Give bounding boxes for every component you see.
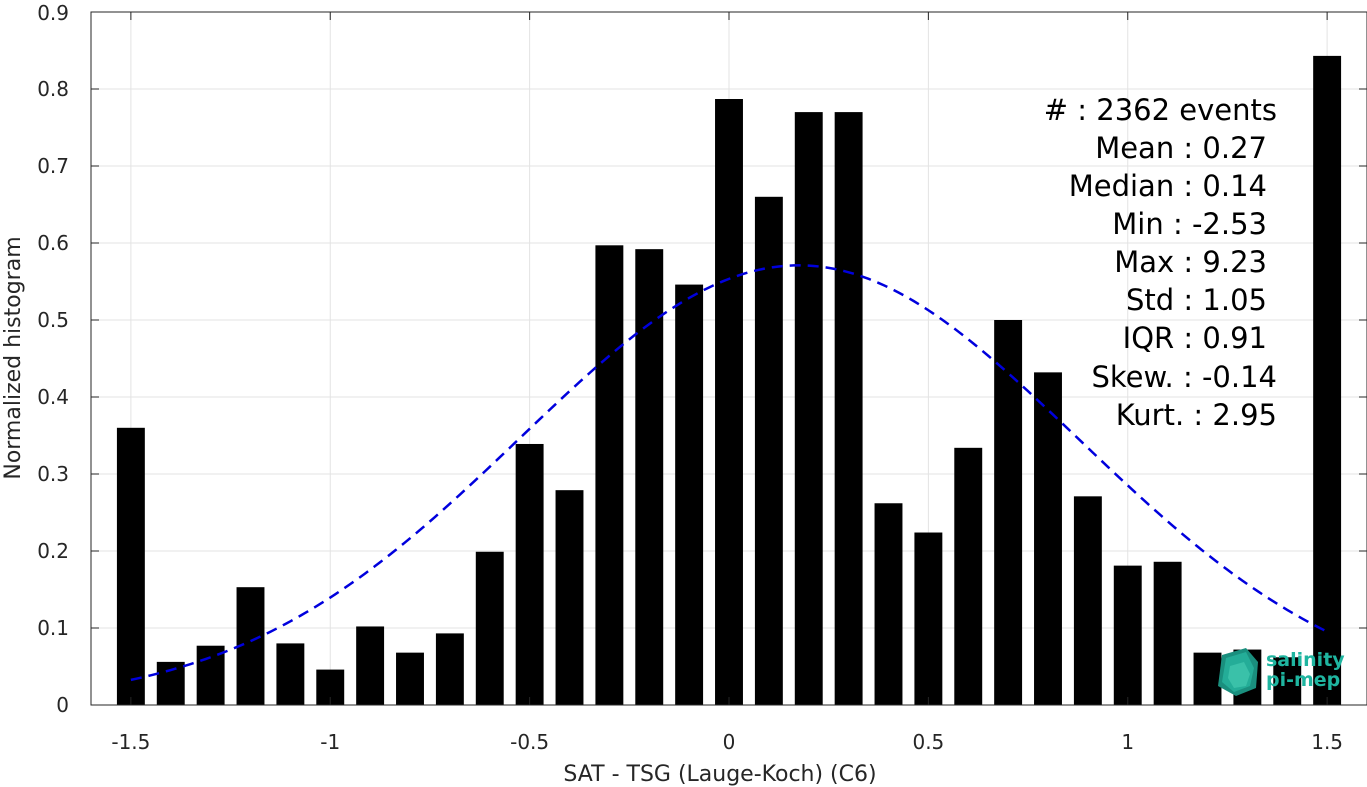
stat-row-0: # : 2362 events [1044, 93, 1277, 127]
x-tick-label-0: -1.5 [111, 730, 150, 754]
salinity-pi-mep-logo: salinity pi-mep [1218, 648, 1345, 696]
x-axis-label: SAT - TSG (Lauge-Koch) (C6) [563, 762, 876, 787]
logo-text-line2: pi-mep [1266, 669, 1340, 691]
histogram-bar-16 [754, 196, 783, 706]
stat-value-5: 1.05 [1202, 283, 1267, 317]
histogram-bar-7 [396, 652, 424, 705]
normal-fit-curve [130, 264, 1328, 682]
stat-label-6: IQR [1123, 321, 1175, 355]
axis-ticks [91, 11, 1367, 706]
histogram-bar-21 [954, 447, 983, 705]
histogram-bars [116, 55, 1342, 706]
histogram-bar-27 [1193, 652, 1222, 705]
y-tick-label-1: 0.1 [37, 616, 69, 640]
y-tick-label-8: 0.8 [37, 77, 69, 101]
stat-separator-5: : [1174, 283, 1202, 317]
stat-value-2: 0.14 [1202, 169, 1267, 203]
histogram-bar-8 [435, 633, 464, 705]
stat-label-0: # [1044, 93, 1068, 127]
stat-separator-2: : [1174, 169, 1202, 203]
y-tick-label-2: 0.2 [37, 539, 69, 563]
stat-row-3: Min : -2.53 [1112, 207, 1267, 241]
y-axis-label: Normalized histogram [1, 236, 26, 479]
stat-row-7: Skew. : -0.14 [1091, 360, 1277, 394]
stat-label-2: Median [1069, 169, 1174, 203]
histogram-bar-17 [794, 112, 823, 706]
y-tick-label-6: 0.6 [37, 231, 69, 255]
histogram-bar-1 [156, 661, 185, 705]
y-tick-label-3: 0.3 [37, 462, 69, 486]
stat-separator-6: : [1174, 321, 1202, 355]
x-tick-labels: -1.5 -1 -0.5 0 0.5 1 1.5 [111, 730, 1343, 754]
stat-value-6: 0.91 [1202, 321, 1267, 355]
x-tick-label-3: 0 [723, 730, 736, 754]
stat-row-5: Std : 1.05 [1126, 283, 1267, 317]
stat-label-8: Kurt. [1116, 398, 1184, 432]
x-tick-label-4: 0.5 [912, 730, 944, 754]
stat-row-4: Max : 9.23 [1114, 245, 1267, 279]
stat-separator-3: : [1164, 207, 1192, 241]
histogram-bar-22 [994, 320, 1023, 705]
histogram-bar-18 [834, 112, 863, 706]
x-tick-label-1: -1 [320, 730, 340, 754]
histogram-bar-0 [116, 427, 145, 705]
stat-row-8: Kurt. : 2.95 [1116, 398, 1277, 432]
histogram-bar-30 [1313, 55, 1342, 705]
stat-value-7: -0.14 [1202, 360, 1277, 394]
y-tick-labels: 0 0.1 0.2 0.3 0.4 0.5 0.6 0.7 0.8 0.9 [37, 1, 69, 717]
stat-row-6: IQR : 0.91 [1123, 321, 1267, 355]
stat-value-0: 2362 events [1096, 93, 1277, 127]
histogram-bar-25 [1113, 565, 1142, 705]
logo-mark-icon [1218, 648, 1258, 696]
stat-separator-8: : [1184, 398, 1212, 432]
y-tick-label-4: 0.4 [37, 385, 69, 409]
histogram-bar-26 [1153, 561, 1182, 705]
histogram-bar-11 [555, 490, 584, 705]
histogram-bar-15 [715, 99, 743, 705]
histogram-bar-9 [475, 551, 504, 705]
stat-separator-1: : [1174, 131, 1202, 165]
stat-separator-7: : [1174, 360, 1202, 394]
histogram-bar-23 [1034, 372, 1062, 705]
logo-text-line1: salinity [1266, 649, 1345, 671]
histogram-bar-6 [356, 626, 385, 705]
stat-label-3: Min [1112, 207, 1163, 241]
stat-row-1: Mean : 0.27 [1095, 131, 1267, 165]
histogram-bar-12 [595, 245, 624, 705]
stat-label-1: Mean [1095, 131, 1174, 165]
y-tick-label-7: 0.7 [37, 154, 69, 178]
x-tick-label-2: -0.5 [510, 730, 549, 754]
histogram-bar-29 [1273, 657, 1302, 705]
x-tick-label-5: 1 [1121, 730, 1134, 754]
stat-value-8: 2.95 [1212, 398, 1277, 432]
stat-row-2: Median : 0.14 [1069, 169, 1267, 203]
histogram-bar-4 [276, 643, 305, 705]
stat-label-5: Std [1126, 283, 1174, 317]
stat-value-4: 9.23 [1202, 245, 1267, 279]
x-tick-label-6: 1.5 [1311, 730, 1343, 754]
stat-value-1: 0.27 [1202, 131, 1267, 165]
y-tick-label-5: 0.5 [37, 308, 69, 332]
histogram-bar-24 [1073, 496, 1102, 705]
histogram-bar-19 [874, 503, 903, 705]
stat-separator-0: : [1068, 93, 1096, 127]
y-tick-label-0: 0 [56, 693, 69, 717]
stat-label-4: Max [1114, 245, 1174, 279]
stat-value-3: -2.53 [1192, 207, 1267, 241]
stat-label-7: Skew. [1091, 360, 1173, 394]
histogram-bar-10 [515, 443, 544, 705]
y-tick-label-9: 0.9 [37, 1, 69, 25]
histogram-bar-2 [196, 645, 225, 705]
stat-separator-4: : [1174, 245, 1202, 279]
histogram-bar-20 [914, 532, 943, 705]
histogram-bar-14 [675, 284, 704, 705]
